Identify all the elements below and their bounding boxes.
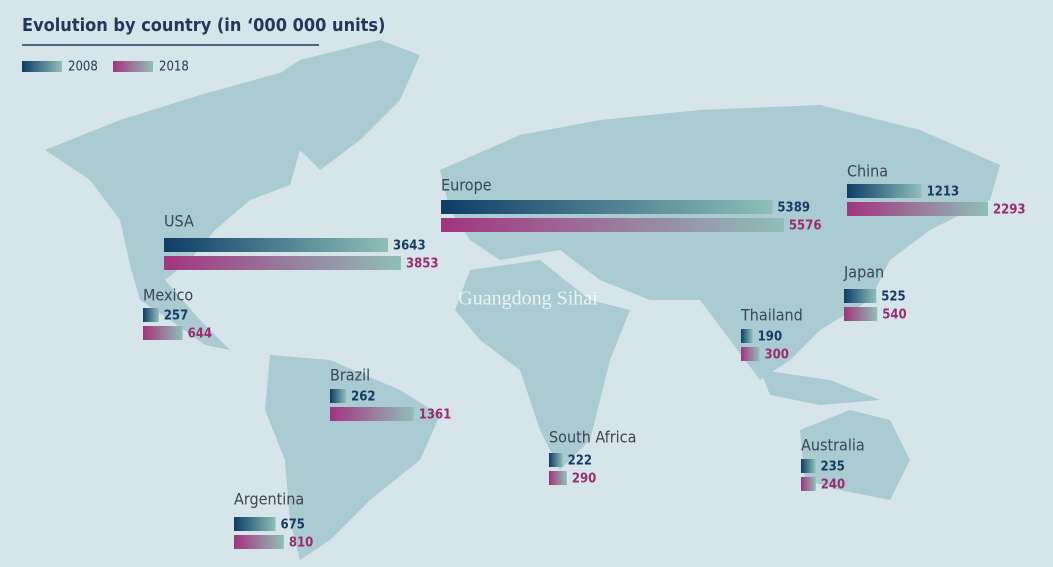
value-label: 300 [764, 348, 788, 363]
value-label: 290 [572, 472, 596, 487]
bar [330, 389, 347, 403]
bar [143, 326, 183, 340]
north-america [45, 70, 340, 350]
value-label: 3643 [393, 239, 426, 254]
bar [441, 218, 784, 232]
value-label: 644 [188, 327, 212, 342]
value-label: 810 [289, 536, 313, 551]
bar [847, 202, 989, 216]
bar [847, 184, 922, 198]
eurasia [440, 105, 1000, 380]
africa [455, 260, 630, 470]
value-label: 222 [568, 454, 592, 469]
value-label: 2293 [993, 203, 1026, 218]
value-label: 540 [882, 308, 906, 323]
country-label: Thailand [740, 306, 803, 325]
country-label: Australia [801, 436, 865, 455]
legend-label: 2008 [68, 60, 98, 75]
country-label: Europe [441, 176, 492, 195]
value-label: 262 [351, 390, 375, 405]
legend-label: 2018 [159, 60, 189, 75]
legend-swatch [113, 61, 153, 72]
bar [549, 453, 563, 467]
country-label: USA [164, 212, 194, 231]
bar [164, 238, 389, 252]
country-label: Brazil [330, 366, 370, 385]
bar [330, 407, 414, 421]
indonesia [760, 370, 880, 405]
value-label: 1361 [419, 408, 452, 423]
value-label: 190 [758, 330, 782, 345]
value-label: 675 [281, 518, 305, 533]
country-label: China [847, 162, 888, 181]
continents [45, 40, 1000, 560]
value-label: 3853 [406, 257, 439, 272]
country-label: South Africa [549, 428, 636, 447]
value-label: 1213 [927, 185, 960, 200]
value-label: 5576 [789, 219, 822, 234]
chart-title: Evolution by country (in ‘000 000 units) [22, 15, 385, 36]
bar [234, 535, 284, 549]
value-label: 257 [164, 309, 188, 324]
bar [549, 471, 567, 485]
value-label: 5389 [777, 201, 810, 216]
bar [801, 477, 816, 491]
bar [741, 347, 760, 361]
bar [143, 308, 159, 322]
value-label: 525 [881, 290, 905, 305]
bar [164, 256, 401, 270]
bar [844, 289, 877, 303]
australia [800, 410, 910, 500]
watermark: Guangdong Sihai [458, 288, 598, 310]
bar [441, 200, 773, 214]
bar [234, 517, 276, 531]
country-label: Argentina [234, 490, 304, 509]
country-label: Mexico [143, 286, 193, 305]
bar [801, 459, 816, 473]
south-america [265, 355, 440, 560]
legend-swatch [22, 61, 62, 72]
bar [844, 307, 878, 321]
bar [741, 329, 753, 343]
value-label: 235 [820, 460, 844, 475]
country-label: Japan [843, 263, 884, 282]
greenland [240, 40, 420, 170]
value-label: 240 [821, 478, 845, 493]
